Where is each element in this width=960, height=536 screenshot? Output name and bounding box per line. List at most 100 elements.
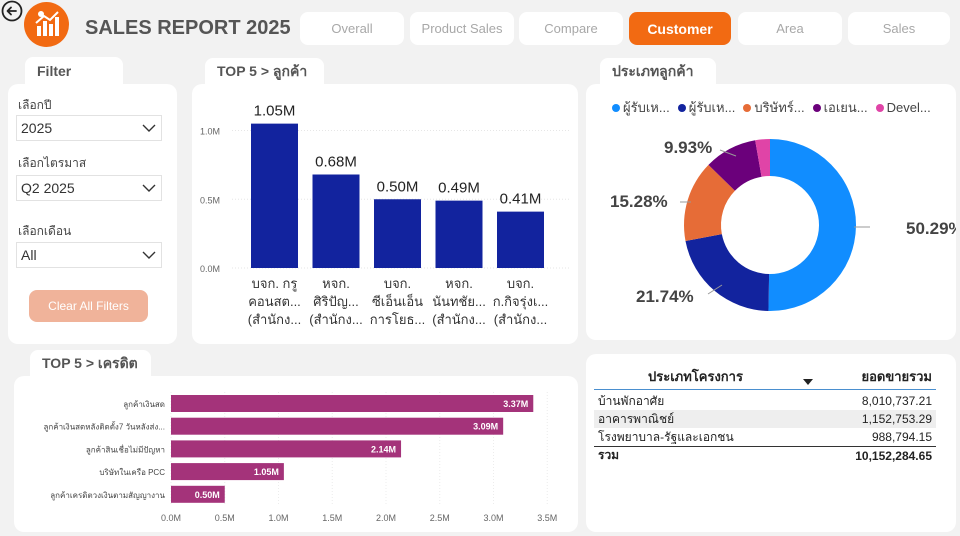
legend-item[interactable]: ผู้รับเห...	[677, 97, 736, 118]
table-total-row: รวม 10,152,284.65	[594, 446, 936, 464]
x-category-label: คอนสต...	[248, 294, 301, 309]
year-dropdown[interactable]: 2025	[16, 115, 162, 141]
bar-data-label: 1.05M	[254, 103, 296, 120]
quarter-dropdown[interactable]: Q2 2025	[16, 175, 162, 201]
year-label: เลือกปี	[18, 98, 52, 112]
legend-label: บริษัทร์...	[754, 100, 805, 115]
cell-amount: 988,794.15	[871, 430, 932, 444]
bar-data-label: 0.49M	[438, 180, 480, 197]
month-value: All	[21, 247, 37, 263]
bar-data-label: 0.50M	[377, 178, 419, 195]
legend-label: เอเยน...	[823, 100, 868, 115]
x-tick-label: 1.5M	[322, 513, 342, 523]
chevron-down-icon	[142, 251, 156, 259]
total-label: รวม	[598, 448, 620, 462]
top5-customers-title: TOP 5 > ลูกค้า	[205, 58, 324, 85]
slice-data-label: 21.74%	[636, 287, 694, 306]
slice-data-label: 50.29%	[906, 219, 956, 238]
project-type-table: ประเภทโครงการ ยอดขายรวม บ้านพักอาศัย 8,0…	[594, 362, 936, 464]
year-value: 2025	[21, 120, 53, 136]
table-header: ประเภทโครงการ ยอดขายรวม	[594, 362, 936, 390]
leader-line	[707, 284, 723, 295]
bar	[171, 395, 534, 412]
x-category-label: (สำนักง...	[494, 312, 548, 327]
x-tick-label: 0.0M	[161, 513, 181, 523]
customer-type-legend: ผู้รับเห... ผู้รับเห... บริษัทร์... เอเย…	[612, 97, 942, 118]
tab-compare[interactable]: Compare	[519, 12, 623, 45]
y-category-label: ลูกค้าเครดิตวงเงินตามสัญญางาน	[50, 491, 165, 501]
legend-item[interactable]: Devel...	[875, 97, 931, 118]
month-dropdown[interactable]: All	[16, 242, 162, 268]
bar	[171, 417, 504, 435]
legend-item[interactable]: ผู้รับเห...	[612, 97, 670, 118]
x-tick-label: 2.0M	[376, 513, 396, 523]
bar	[171, 463, 284, 481]
y-tick-label: 0.0M	[200, 264, 220, 274]
tab-area[interactable]: Area	[738, 12, 842, 45]
cell-type: โรงพยาบาล-รัฐและเอกชน	[598, 429, 734, 444]
table-row[interactable]: บ้านพักอาศัย 8,010,737.21	[594, 392, 936, 410]
clear-filters-button[interactable]: Clear All Filters	[29, 290, 148, 322]
legend-label: Devel...	[886, 100, 931, 115]
tab-customer[interactable]: Customer	[629, 12, 731, 45]
column-header-type[interactable]: ประเภทโครงการ	[648, 369, 743, 384]
tab-product-sales[interactable]: Product Sales	[410, 12, 514, 45]
x-tick-label: 1.0M	[268, 513, 288, 523]
cell-amount: 1,152,753.29	[861, 412, 932, 426]
bar-data-label: 3.09M	[473, 422, 498, 432]
report-logo-icon	[24, 2, 69, 47]
x-category-label: นันทชัย...	[432, 294, 486, 309]
chevron-down-icon	[142, 124, 156, 132]
x-tick-label: 2.5M	[430, 513, 450, 523]
x-category-label: บจก.	[507, 276, 534, 291]
legend-label: ผู้รับเห...	[688, 100, 736, 115]
x-category-label: บจก.	[384, 276, 411, 291]
y-tick-label: 0.5M	[200, 195, 220, 205]
bar-data-label: 3.37M	[503, 399, 528, 409]
legend-item[interactable]: เอเยน...	[812, 97, 868, 118]
cell-type: อาคารพาณิชย์	[598, 411, 675, 426]
filter-title: Filter	[25, 57, 123, 85]
x-category-label: หจก.	[322, 276, 350, 291]
total-amount: 10,152,284.65	[855, 448, 932, 463]
x-category-label: (สำนักง...	[248, 312, 302, 327]
x-category-label: (สำนักง...	[432, 312, 486, 327]
quarter-value: Q2 2025	[21, 180, 75, 196]
x-category-label: ศิริปัญ...	[313, 294, 358, 309]
y-category-label: ลูกค้าเงินสดหลังติดตั้ง7 วันหลังส่ง...	[43, 421, 165, 433]
donut-slice	[708, 140, 762, 191]
x-tick-label: 3.0M	[483, 513, 503, 523]
sort-descending-icon[interactable]	[803, 379, 813, 387]
table-row[interactable]: อาคารพาณิชย์ 1,152,753.29	[594, 410, 936, 428]
back-button[interactable]	[1, 0, 23, 22]
y-category-label: บริษัทในเครือ PCC	[99, 468, 165, 477]
cell-amount: 8,010,737.21	[861, 394, 932, 408]
x-category-label: หจก.	[445, 276, 473, 291]
top5-credit-title: TOP 5 > เครดิต	[30, 350, 151, 377]
bar-data-label: 1.05M	[254, 467, 279, 477]
quarter-label: เลือกไตรมาส	[18, 156, 87, 170]
top5-credit-card: 0.0M 0.5M 1.0M 1.5M 2.0M 2.5M 3.0M 3.5M 3.37M ลูก…	[14, 376, 578, 532]
customer-type-donut-chart: 50.29% 21.74% 15.28% 9.93%	[610, 138, 960, 311]
legend-item[interactable]: บริษัทร์...	[743, 97, 805, 118]
bar	[435, 200, 483, 268]
top5-credit-chart: 0.0M 0.5M 1.0M 1.5M 2.0M 2.5M 3.0M 3.5M 3.37M ลูก…	[43, 392, 557, 523]
donut-slice	[755, 139, 770, 177]
x-category-label: การโยธ...	[370, 312, 426, 327]
tab-overall[interactable]: Overall	[300, 12, 404, 45]
bar-data-label: 0.68M	[315, 154, 357, 171]
bar	[374, 199, 421, 268]
table-row[interactable]: โรงพยาบาล-รัฐและเอกชน 988,794.15	[594, 428, 936, 446]
cell-type: บ้านพักอาศัย	[598, 393, 665, 408]
bar-data-label: 2.14M	[371, 444, 396, 454]
donut-slice	[685, 234, 770, 311]
slice-data-label: 15.28%	[610, 192, 668, 211]
chevron-down-icon	[142, 184, 156, 192]
month-label: เลือกเดือน	[18, 224, 72, 238]
x-category-label: บจก. กรู	[252, 276, 298, 292]
report-title: SALES REPORT 2025	[85, 17, 291, 39]
top5-customers-chart: 0.0M 0.5M 1.0M 1.05M บจก. กรูคอนสต... (สำนักง…	[200, 103, 570, 327]
tab-sales[interactable]: Sales	[848, 12, 950, 45]
column-header-sales[interactable]: ยอดขายรวม	[861, 369, 932, 384]
legend-label: ผู้รับเห...	[623, 100, 670, 115]
